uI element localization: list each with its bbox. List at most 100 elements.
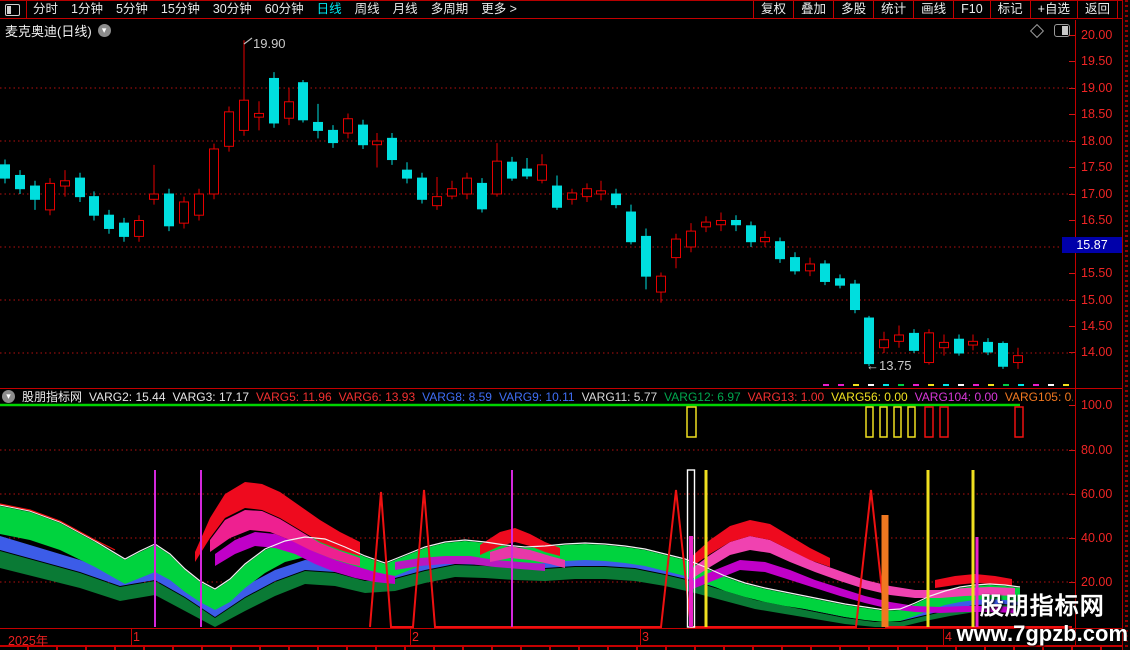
period-tab-5[interactable]: 30分钟 <box>212 2 252 16</box>
signal-mark <box>958 384 964 386</box>
candle <box>209 148 219 195</box>
panel-toggle-icon[interactable] <box>5 3 20 16</box>
price-axis-label: 14.00 <box>1081 345 1113 359</box>
signal-mark <box>1018 384 1024 386</box>
indicator-band <box>690 560 1015 613</box>
indicator-vertical-bar <box>154 470 156 627</box>
varg-value-varg11: VARG11: 5.77 <box>581 389 658 404</box>
toolbar-button-7[interactable]: 标记 <box>989 1 1030 18</box>
panel-icon[interactable] <box>1054 24 1070 37</box>
period-tab-3[interactable]: 5分钟 <box>115 2 148 16</box>
indicator-vertical-bar <box>926 470 930 627</box>
varg-value-varg56: VARG56: 0.00 <box>831 389 908 404</box>
axis-border <box>1075 20 1076 647</box>
period-tab-9[interactable]: 月线 <box>392 2 418 16</box>
candle <box>387 137 397 161</box>
candle <box>89 196 99 216</box>
candle <box>567 192 577 200</box>
candle <box>790 257 800 272</box>
price-axis-label: 17.50 <box>1081 160 1113 174</box>
indicator-vertical-bar <box>975 537 979 627</box>
candle <box>372 140 382 146</box>
indicator-vertical-bar <box>200 470 202 627</box>
price-axis-label: 15.50 <box>1081 266 1113 280</box>
candle <box>746 225 756 243</box>
candle <box>119 222 129 237</box>
candle <box>701 221 711 228</box>
signal-mark <box>928 384 934 386</box>
varg-value-varg13: VARG13: 1.00 <box>747 389 825 404</box>
indicator-band <box>0 506 1020 622</box>
candle <box>328 129 338 144</box>
price-axis-label: 16.50 <box>1081 213 1113 227</box>
indicator-chart[interactable] <box>0 390 1075 650</box>
price-axis-label: 18.50 <box>1081 107 1113 121</box>
period-tab-8[interactable]: 周线 <box>354 2 380 16</box>
candle <box>731 220 741 226</box>
toolbar-button-8[interactable]: +自选 <box>1029 1 1077 18</box>
candle <box>835 278 845 286</box>
watermark: 股朋指标网 www.7gpzb.com <box>956 586 1128 647</box>
period-tab-1[interactable]: 分时 <box>33 2 59 16</box>
candle <box>462 177 472 195</box>
indicator-band <box>215 532 395 584</box>
signal-mark <box>898 384 904 386</box>
divider <box>26 1 27 18</box>
toolbar-button-3[interactable]: 多股 <box>833 1 873 18</box>
price-axis-label: 15.00 <box>1081 293 1113 307</box>
candle <box>269 77 279 124</box>
signal-mark <box>868 384 874 386</box>
signal-mark <box>943 384 949 386</box>
toolbar-button-5[interactable]: 画线 <box>913 1 953 18</box>
candle <box>402 169 412 179</box>
diamond-icon[interactable] <box>1029 23 1045 38</box>
indicator-hanging-bar <box>939 406 949 438</box>
month-divider <box>640 628 641 646</box>
month-label: 2 <box>412 630 419 644</box>
period-tab-6[interactable]: 60分钟 <box>264 2 304 16</box>
price-annotation: ←13.75 <box>866 358 912 373</box>
signal-mark <box>1048 384 1054 386</box>
candle <box>850 283 860 311</box>
toolbar-button-4[interactable]: 统计 <box>873 1 913 18</box>
price-axis-tick <box>1069 326 1075 327</box>
indicator-hanging-bar <box>907 406 916 438</box>
indicator-vertical-bar <box>511 470 513 627</box>
candlestick-chart[interactable] <box>0 20 1075 388</box>
candle <box>611 193 621 206</box>
price-axis-label: 20.00 <box>1081 28 1113 42</box>
candle <box>939 341 949 349</box>
candle <box>0 164 10 179</box>
price-axis-label: 14.50 <box>1081 319 1113 333</box>
candle <box>894 334 904 342</box>
period-tab-11[interactable]: 更多 > <box>481 2 517 16</box>
period-tab-2[interactable]: 1分钟 <box>71 2 103 16</box>
varg-value-varg6: VARG6: 13.93 <box>338 389 416 404</box>
candle <box>417 177 427 200</box>
period-tab-4[interactable]: 15分钟 <box>160 2 200 16</box>
toolbar-button-1[interactable]: 复权 <box>753 1 793 18</box>
varg-value-varg2: VARG2: 15.44 <box>89 389 166 404</box>
candle <box>149 193 159 200</box>
toolbar-button-6[interactable]: F10 <box>953 1 990 18</box>
indicator-axis-label: 40.00 <box>1081 531 1113 545</box>
chevron-down-circle-icon[interactable]: ▾ <box>2 390 15 403</box>
indicator-vertical-bar <box>971 470 975 627</box>
signal-mark <box>1033 384 1039 386</box>
chevron-down-icon[interactable]: ▾ <box>97 24 111 37</box>
indicator-axis-label: 100.0 <box>1081 398 1113 412</box>
candle <box>998 342 1008 367</box>
candle <box>760 236 770 243</box>
time-axis: 2025年 1 2 3 4 <box>0 628 1130 648</box>
indicator-axis-label: 80.00 <box>1081 443 1113 457</box>
candle <box>864 317 874 365</box>
indicator-band <box>210 510 360 566</box>
toolbar-button-9[interactable]: 返回 <box>1076 1 1118 18</box>
varg-value-varg8: VARG8: 8.59 <box>422 389 492 404</box>
candle <box>968 340 978 346</box>
candle <box>805 263 815 272</box>
toolbar-button-2[interactable]: 叠加 <box>793 1 833 18</box>
indicator-band <box>690 520 830 568</box>
period-tab-10[interactable]: 多周期 <box>430 2 469 16</box>
period-tab-7[interactable]: 日线 <box>316 2 342 16</box>
